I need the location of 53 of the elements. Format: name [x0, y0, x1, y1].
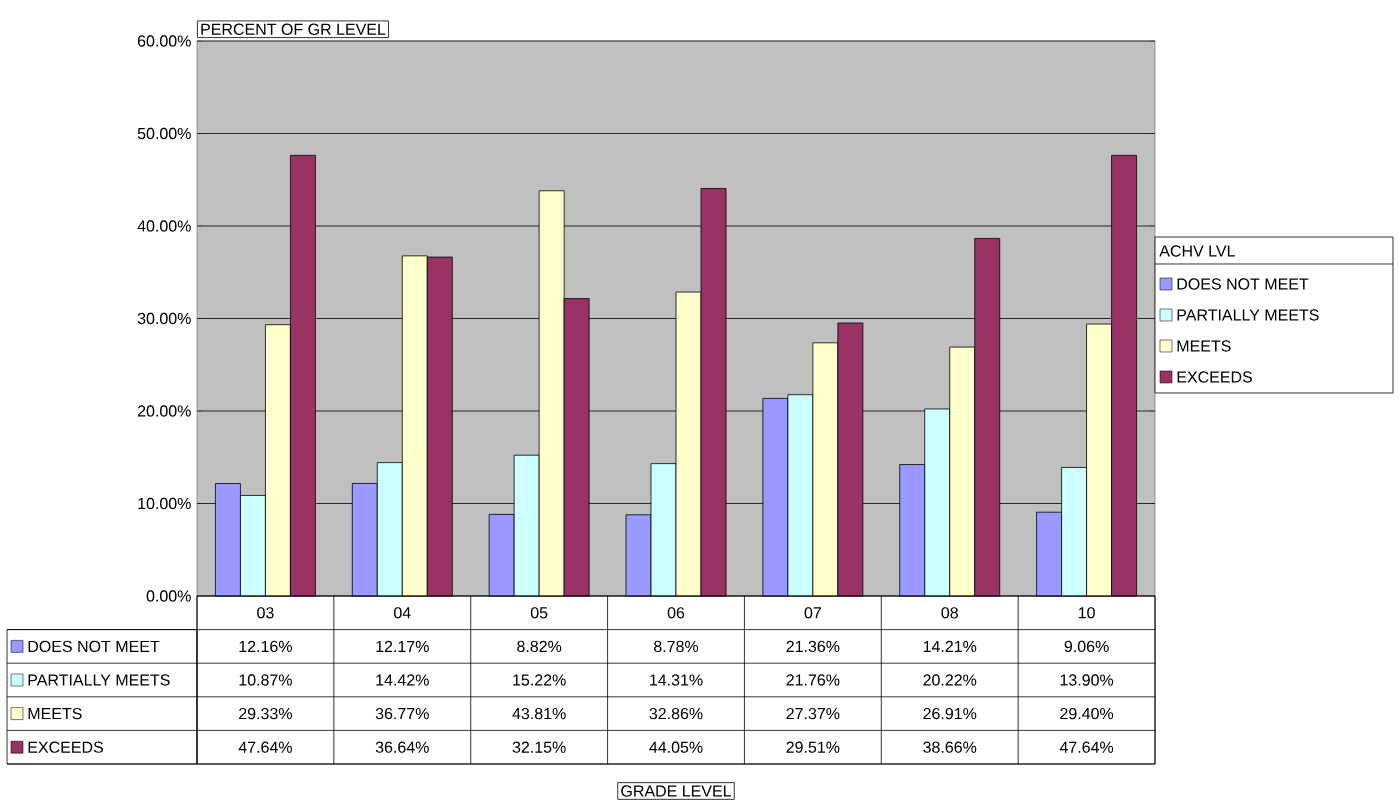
data-label: 47.64% [238, 741, 292, 753]
text: MEETS [28, 707, 82, 720]
data-label: 36.64% [375, 741, 429, 753]
legend-label: DOES NOT MEET [28, 640, 160, 653]
data-label: 8.82% [517, 640, 562, 653]
text: DOES NOT MEET [1177, 278, 1309, 290]
data-label: 13.90% [1060, 674, 1114, 686]
data-label: 12.17% [376, 640, 429, 653]
data-label: 14.21% [923, 640, 977, 653]
data-label: 32.86% [649, 707, 703, 720]
data-label: 10.87% [239, 674, 292, 686]
data-label: 29.40% [1060, 707, 1114, 720]
x-tick-label: 08 [941, 607, 958, 619]
text: PARTIALLY MEETS [1177, 309, 1319, 321]
y-tick-label: 30.00% [137, 312, 191, 325]
y-tick-label: 60.00% [137, 35, 191, 47]
x-tick-label: 05 [530, 607, 548, 619]
data-label: 32.15% [512, 741, 566, 753]
x-tick-label: 10 [1078, 607, 1095, 619]
y-tick-label: 40.00% [137, 220, 191, 232]
data-label: 43.81% [512, 707, 566, 720]
text: GRADE LEVEL [621, 785, 732, 797]
data-label: 27.37% [786, 707, 840, 720]
legend-label: EXCEEDS [1177, 371, 1253, 383]
data-label: 44.05% [649, 741, 703, 753]
legend-title: ACHV LVL [1159, 245, 1235, 257]
data-label: 15.22% [513, 674, 566, 686]
text: EXCEEDS [28, 741, 103, 753]
data-label: 38.66% [923, 741, 977, 753]
data-label: 8.78% [654, 640, 699, 653]
y-tick-label: 50.00% [137, 127, 191, 140]
data-label: 14.42% [376, 674, 429, 686]
y-tick-label: 20.00% [137, 405, 191, 417]
data-label: 20.22% [923, 674, 977, 686]
data-label: 29.33% [239, 707, 292, 720]
legend-label: PARTIALLY MEETS [28, 674, 170, 686]
y-tick-label: 0.00% [146, 590, 191, 602]
data-label: 9.06% [1064, 640, 1109, 653]
y-axis-title: PERCENT OF GR LEVEL [201, 23, 386, 35]
legend-label: MEETS [1177, 340, 1231, 352]
x-tick-label: 06 [667, 607, 685, 619]
x-tick-label: 03 [257, 607, 274, 619]
data-label: 26.91% [923, 707, 977, 720]
data-label: 21.76% [786, 674, 840, 686]
data-label: 47.64% [1059, 741, 1114, 753]
x-tick-label: 07 [804, 607, 821, 619]
data-label: 14.31% [650, 674, 703, 686]
data-label: 29.51% [786, 741, 840, 753]
x-tick-label: 04 [394, 607, 411, 619]
data-label: 36.77% [375, 707, 429, 720]
data-label: 12.16% [239, 640, 292, 653]
y-tick-label: 10.00% [138, 497, 191, 510]
data-label: 21.36% [786, 640, 840, 653]
